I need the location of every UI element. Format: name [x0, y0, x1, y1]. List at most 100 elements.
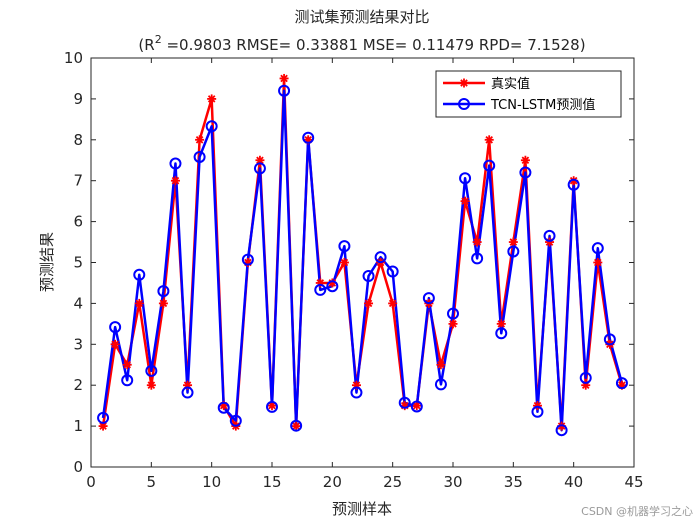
series-group: [97, 73, 628, 437]
data-point-predicted: [410, 400, 423, 413]
y-tick-label: 9: [73, 90, 83, 108]
data-point-predicted: [290, 419, 303, 432]
data-point-predicted: [591, 242, 604, 255]
data-point-actual: [412, 401, 422, 411]
series-line-predicted: [101, 89, 624, 432]
data-point-predicted: [603, 333, 616, 346]
data-point-predicted: [543, 229, 556, 242]
x-tick-label: 45: [624, 473, 643, 491]
y-tick-label: 3: [73, 335, 83, 353]
data-point-predicted: [374, 251, 387, 264]
data-point-predicted: [386, 265, 399, 278]
data-point-actual: [484, 135, 494, 145]
data-point-actual: [593, 258, 603, 267]
chart-title: 测试集预测结果对比: [294, 8, 429, 26]
data-point-actual: [472, 237, 482, 247]
data-point-actual: [520, 155, 530, 165]
data-point-predicted: [362, 269, 375, 282]
y-tick-label: 1: [73, 417, 83, 435]
legend-box: [435, 70, 622, 118]
data-point-actual: [339, 258, 349, 267]
data-point-predicted: [241, 253, 254, 266]
data-point-predicted: [495, 327, 508, 340]
x-tick-label: 40: [564, 473, 583, 491]
data-point-predicted: [398, 396, 411, 409]
legend-label-actual: 真实值: [491, 76, 530, 92]
data-point-predicted: [531, 405, 544, 418]
data-point-predicted: [447, 307, 459, 320]
data-point-predicted: [157, 285, 170, 298]
data-point-predicted: [217, 401, 230, 414]
x-tick-label: 5: [147, 473, 157, 491]
data-point-actual: [508, 237, 518, 247]
data-point-predicted: [121, 374, 134, 387]
data-point-actual: [122, 360, 132, 370]
data-point-predicted: [567, 178, 580, 191]
data-point-predicted: [350, 386, 363, 399]
subtitle-superscript: 2: [155, 33, 162, 46]
data-point-actual: [146, 380, 156, 390]
legend-marker-predicted: [458, 98, 470, 110]
data-point-predicted: [266, 400, 278, 413]
data-point-actual: [436, 360, 446, 370]
data-point-predicted: [229, 414, 242, 427]
data-point-actual: [170, 176, 180, 186]
data-point-predicted: [579, 371, 592, 384]
data-point-predicted: [483, 159, 496, 172]
data-point-predicted: [338, 240, 351, 253]
data-point-actual: [134, 298, 144, 308]
y-tick-label: 4: [73, 294, 83, 312]
y-axis-label: 预测结果: [38, 232, 56, 292]
data-point-predicted: [169, 157, 182, 170]
data-point-predicted: [181, 386, 194, 399]
data-point-predicted: [97, 411, 110, 424]
data-point-predicted: [434, 378, 447, 391]
data-point-predicted: [253, 162, 266, 175]
data-point-predicted: [302, 131, 315, 144]
data-point-predicted: [326, 280, 339, 293]
data-point-predicted: [145, 364, 158, 377]
subtitle-prefix: (R: [138, 36, 154, 54]
y-tick-label: 2: [73, 376, 83, 394]
y-tick-label: 5: [73, 254, 83, 272]
data-point-predicted: [278, 84, 291, 97]
legend-marker-symbol: [458, 98, 470, 110]
data-point-predicted: [507, 245, 520, 258]
data-point-actual: [448, 319, 458, 329]
data-point-predicted: [314, 283, 327, 296]
x-tick-label: 10: [202, 473, 221, 491]
legend-label-predicted: TCN-LSTM预测值: [490, 97, 595, 113]
subtitle-metrics: =0.9803 RMSE= 0.33881 MSE= 0.11479 RPD= …: [162, 36, 586, 54]
x-axis-label: 预测样本: [332, 500, 392, 518]
plot-area: [90, 57, 635, 468]
y-tick-label: 7: [73, 172, 83, 190]
x-tick-label: 0: [86, 473, 96, 491]
legend-marker-actual: [459, 78, 469, 88]
data-point-actual: [460, 196, 470, 206]
data-point-predicted: [471, 252, 484, 265]
x-tick-label: 25: [383, 473, 402, 491]
y-tick-label: 6: [73, 213, 83, 231]
data-point-actual: [364, 298, 374, 308]
chart-subtitle: (R2 =0.9803 RMSE= 0.33881 MSE= 0.11479 R…: [138, 33, 585, 54]
data-point-predicted: [133, 268, 146, 281]
x-tick-label: 30: [443, 473, 462, 491]
data-point-actual: [496, 319, 506, 329]
data-point-actual: [279, 73, 289, 83]
data-point-predicted: [459, 172, 472, 185]
watermark: CSDN @机器学习之心: [581, 504, 693, 518]
data-point-predicted: [193, 150, 206, 163]
x-tick-label: 35: [504, 473, 523, 491]
legend: 真实值 TCN-LSTM预测值: [435, 70, 622, 118]
y-tick-label: 10: [64, 49, 83, 67]
data-point-predicted: [519, 166, 532, 179]
data-point-predicted: [615, 377, 628, 390]
data-point-predicted: [422, 292, 435, 305]
data-point-actual: [388, 298, 398, 308]
data-point-actual: [207, 94, 217, 104]
data-point-predicted: [205, 120, 218, 133]
data-point-actual: [195, 135, 205, 145]
